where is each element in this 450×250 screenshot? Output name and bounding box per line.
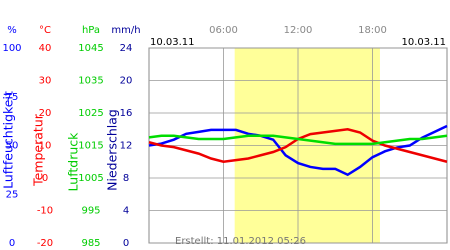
y-tick-label: -10 (37, 206, 53, 217)
y-tick-label: -20 (37, 238, 53, 249)
axis-unit: °C (39, 25, 51, 36)
y-tick-label: 40 (39, 43, 52, 54)
axis-title: Luftfeuchtigkeit (1, 91, 16, 189)
y-tick-label: 10 (39, 141, 52, 152)
x-tick-label: 12:00 (284, 25, 313, 36)
y-tick-label: 1045 (78, 43, 103, 54)
series-line (148, 134, 448, 146)
y-tick-label: 25 (6, 189, 19, 200)
y-tick-label: 50 (6, 141, 19, 152)
y-tick-label: 20 (39, 108, 52, 119)
y-tick-label: 985 (81, 238, 100, 249)
y-tick-label: 1015 (78, 141, 103, 152)
x-tick-label: 18:00 (358, 25, 387, 36)
axis-title: Luftdruck (66, 132, 81, 192)
y-tick-label: 20 (120, 76, 133, 87)
series-line (148, 124, 448, 177)
y-tick-label: 24 (120, 43, 133, 54)
y-tick-label: 30 (39, 76, 52, 87)
y-tick-label: 0 (9, 238, 15, 249)
y-tick-label: 8 (123, 173, 129, 184)
x-tick-label: 06:00 (209, 25, 238, 36)
y-tick-label: 1005 (78, 173, 103, 184)
y-tick-label: 1025 (78, 108, 103, 119)
y-tick-label: 4 (123, 206, 129, 217)
axis-unit: mm/h (111, 25, 140, 36)
y-tick-label: 75 (6, 92, 19, 103)
axis-title: Niederschlag (105, 109, 120, 191)
y-tick-label: 16 (120, 108, 133, 119)
y-tick-label: 1035 (78, 76, 103, 87)
footer: Erstellt: 11.01.2012 05:26 (175, 236, 306, 247)
y-tick-label: 0 (123, 238, 129, 249)
date-right: 10.03.11 (401, 37, 446, 48)
axis-unit: hPa (82, 25, 100, 36)
y-tick-label: 12 (120, 141, 133, 152)
y-tick-label: 100 (2, 43, 21, 54)
axis-title: Temperatur (31, 113, 46, 187)
y-tick-label: 0 (42, 173, 48, 184)
date-left: 10.03.11 (150, 37, 195, 48)
axis-unit: % (7, 25, 17, 36)
y-tick-label: 995 (81, 206, 100, 217)
